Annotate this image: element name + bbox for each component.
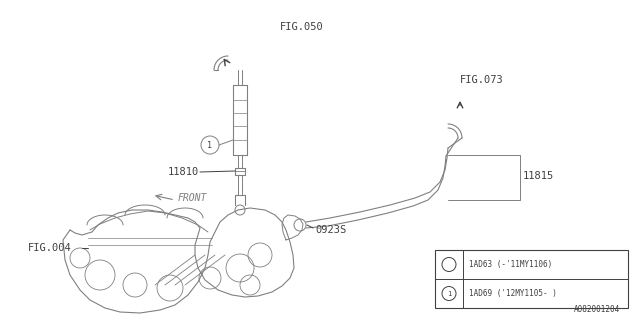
Text: FRONT: FRONT bbox=[178, 193, 207, 203]
Text: FIG.050: FIG.050 bbox=[280, 22, 324, 32]
Text: 11815: 11815 bbox=[523, 171, 554, 181]
Text: 11810: 11810 bbox=[168, 167, 199, 177]
Text: FIG.073: FIG.073 bbox=[460, 75, 504, 85]
Text: 1: 1 bbox=[207, 140, 212, 149]
Text: 0923S: 0923S bbox=[315, 225, 346, 235]
Text: FIG.004: FIG.004 bbox=[28, 243, 72, 253]
Text: 1: 1 bbox=[447, 291, 451, 297]
Text: A082001204: A082001204 bbox=[573, 305, 620, 314]
Bar bbox=[435, 250, 628, 308]
Text: 1AD69 ('12MY1105- ): 1AD69 ('12MY1105- ) bbox=[469, 289, 557, 298]
Text: 1AD63 (-'11MY1106): 1AD63 (-'11MY1106) bbox=[469, 260, 552, 269]
